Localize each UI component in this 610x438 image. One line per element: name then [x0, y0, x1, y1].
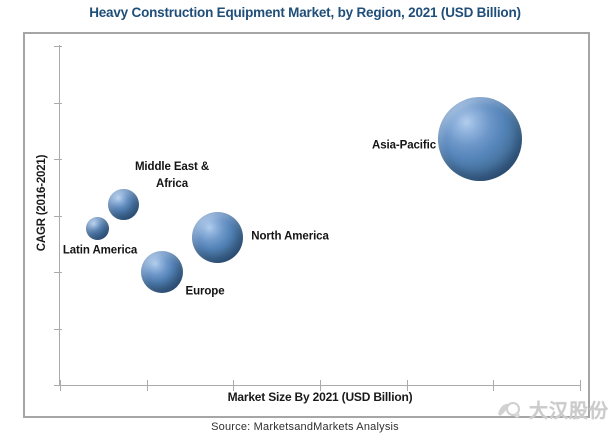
bubble-label-middle-east-africa: Middle East & Africa — [134, 160, 210, 190]
plot-border — [23, 32, 590, 418]
bubble-label-asia-pacific: Asia-Pacific — [372, 139, 436, 152]
y-axis-tick — [54, 102, 62, 104]
bubble-latin-america — [85, 216, 109, 240]
x-axis-tick — [406, 380, 408, 391]
chart-title: Heavy Construction Equipment Market, by … — [89, 5, 521, 20]
watermark-logo-icon — [496, 399, 526, 421]
source-note: Source: MarketsandMarkets Analysis — [211, 421, 399, 433]
y-axis-tick — [54, 159, 62, 160]
y-axis-tick — [54, 385, 62, 386]
x-axis-label: Market Size By 2021 (USD Billion) — [227, 390, 413, 404]
x-axis-tick — [233, 380, 235, 391]
watermark: 大汉股份 — [496, 396, 609, 423]
x-axis-tick — [146, 380, 148, 391]
y-axis-tick — [54, 46, 62, 47]
bubble-label-latin-america: Latin America — [62, 244, 138, 257]
x-axis-tick — [580, 380, 581, 391]
y-axis-label: CAGR (2016-2021) — [36, 154, 48, 252]
bubble-north-america — [191, 211, 243, 263]
y-axis-tick — [54, 215, 62, 217]
watermark-text: 大汉股份 — [528, 401, 609, 422]
bubble-middle-east-africa — [107, 188, 139, 220]
y-axis-tick — [54, 272, 62, 273]
y-axis-tick — [54, 328, 62, 330]
x-axis-tick — [320, 380, 321, 391]
x-axis-tick — [493, 380, 495, 391]
bubble-label-north-america: North America — [251, 230, 329, 243]
bubble-label-europe: Europe — [185, 285, 225, 298]
bubble-europe — [141, 251, 183, 293]
bubble-asia-pacific — [438, 97, 522, 181]
